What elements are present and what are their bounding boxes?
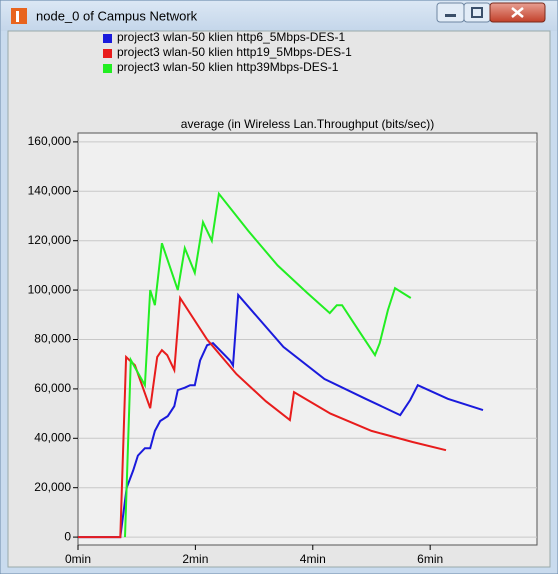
window-title: node_0 of Campus Network bbox=[36, 8, 198, 23]
y-tick-label: 0 bbox=[64, 529, 71, 543]
minimize-glyph bbox=[445, 14, 456, 17]
legend-swatch bbox=[103, 34, 112, 43]
y-tick-label: 120,000 bbox=[28, 233, 72, 247]
series-line bbox=[78, 294, 447, 539]
y-tick-label: 100,000 bbox=[28, 282, 72, 296]
maximize-button[interactable] bbox=[463, 2, 491, 23]
chart-title: average (in Wireless Lan.Throughput (bit… bbox=[181, 117, 434, 131]
legend-swatch bbox=[103, 64, 112, 73]
y-tick-label: 80,000 bbox=[34, 332, 71, 346]
app-icon-glyph bbox=[16, 11, 19, 22]
close-glyph bbox=[511, 7, 524, 18]
y-tick-label: 160,000 bbox=[28, 134, 72, 148]
series-line bbox=[124, 191, 412, 538]
y-tick-label: 140,000 bbox=[28, 183, 72, 197]
x-tick-label: 4min bbox=[300, 552, 326, 566]
minimize-button[interactable] bbox=[436, 2, 465, 23]
legend-swatch bbox=[103, 49, 112, 58]
y-tick-label: 40,000 bbox=[34, 430, 71, 444]
legend-label: project3 wlan-50 klien http39Mbps-DES-1 bbox=[117, 60, 339, 74]
x-tick-label: 0min bbox=[65, 552, 91, 566]
x-tick-label: 6min bbox=[417, 552, 443, 566]
series-line bbox=[78, 292, 484, 539]
chart: project3 wlan-50 klien http6_5Mbps-DES-1… bbox=[28, 30, 538, 566]
maximize-glyph bbox=[471, 7, 483, 18]
x-tick-label: 2min bbox=[182, 552, 208, 566]
legend-label: project3 wlan-50 klien http6_5Mbps-DES-1 bbox=[117, 30, 345, 44]
legend-label: project3 wlan-50 klien http19_5Mbps-DES-… bbox=[117, 45, 352, 59]
y-tick-label: 20,000 bbox=[34, 480, 71, 494]
y-tick-label: 60,000 bbox=[34, 381, 71, 395]
